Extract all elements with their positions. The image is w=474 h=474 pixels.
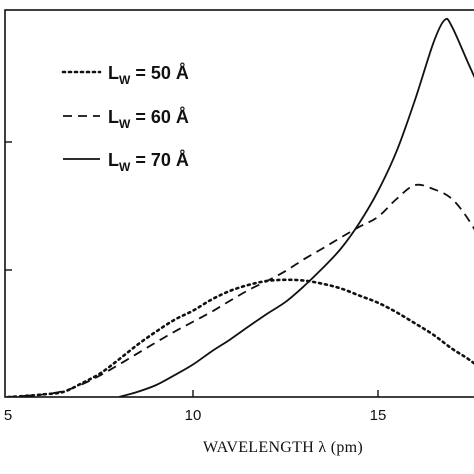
series-line-3 [118, 17, 474, 397]
x-axis-label: WAVELENGTH λ (pm) [203, 439, 363, 456]
x-tick-label-3: 15 [370, 407, 387, 424]
series-line-1 [6, 278, 474, 397]
series-layer [6, 17, 474, 397]
legend-label-3: LW = 70 Å [108, 150, 189, 174]
plot-frame [4, 9, 474, 398]
legend-label-1: LW = 50 Å [108, 63, 189, 87]
legend: LW = 50 Å LW = 60 Å LW = 70 Å [61, 63, 189, 174]
series-line-2 [7, 183, 474, 397]
legend-label-2: LW = 60 Å [108, 107, 189, 131]
x-tick-label-1: 5 [4, 407, 12, 424]
x-tick-layer: 5 10 15 [4, 390, 387, 424]
x-tick-label-2: 10 [185, 407, 202, 424]
